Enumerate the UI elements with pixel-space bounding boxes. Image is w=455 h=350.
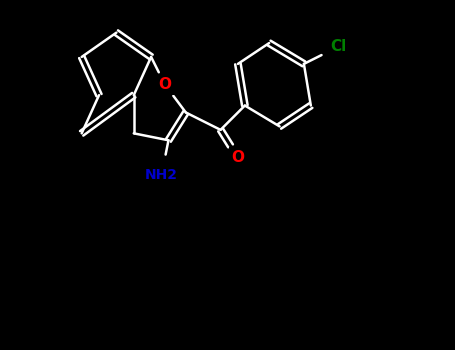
Text: O: O [232, 150, 244, 165]
Text: NH2: NH2 [145, 168, 178, 182]
Text: Cl: Cl [330, 39, 347, 54]
Text: O: O [158, 77, 172, 92]
